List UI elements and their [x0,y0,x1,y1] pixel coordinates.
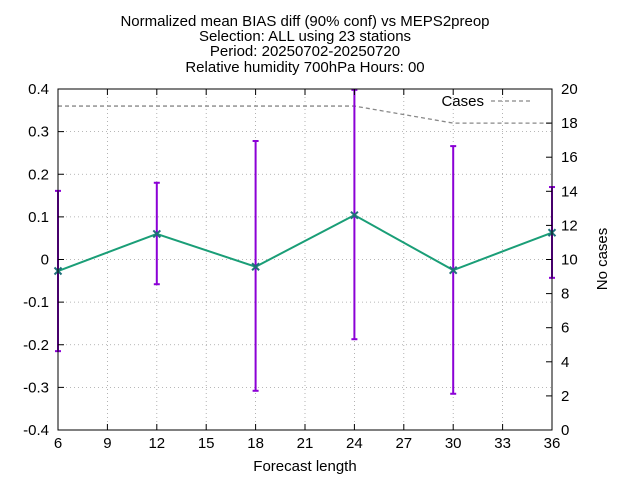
y2-tick-label: 8 [561,286,569,303]
title-line-2: Selection: ALL using 23 stations [199,28,411,45]
y2-tick-label: 4 [561,354,569,371]
title-line-1: Normalized mean BIAS diff (90% conf) vs … [120,13,489,30]
chart-title: Normalized mean BIAS diff (90% conf) vs … [120,13,489,76]
x-tick-label: 27 [395,435,412,452]
bias-point [350,210,359,220]
y2-tick-label: 20 [561,81,578,98]
x-tick-label: 6 [54,435,62,452]
y2-axis-label: No cases [594,228,611,291]
plot-frame [57,88,553,431]
y-tick-label: -0.2 [23,337,49,354]
x-tick-label: 9 [103,435,111,452]
x-tick-label: 30 [445,435,462,452]
title-line-3: Period: 20250702-20250720 [210,43,400,60]
y-tick-label: -0.3 [23,379,49,396]
x-tick-label: 12 [148,435,165,452]
x-tick-label: 15 [198,435,215,452]
bias-point [251,262,260,271]
y2-tick-label: 16 [561,149,578,166]
series-layer [53,88,557,395]
title-line-4: Relative humidity 700hPa Hours: 00 [185,59,424,76]
y2-tick-label: 14 [561,183,578,200]
legend: Cases [441,93,530,110]
y2-tick-label: 0 [561,422,569,439]
bias-point [448,265,458,275]
y2-tick-label: 12 [561,217,578,234]
y-tick-label: 0.1 [28,209,49,226]
bias-series-line [57,214,553,272]
legend-label-cases: Cases [441,93,484,110]
y2-tick-label: 10 [561,252,578,269]
y2-tick-label: 2 [561,388,569,405]
y2-tick-label: 18 [561,115,578,132]
y-tick-label: 0.3 [28,124,49,141]
x-tick-label: 21 [297,435,314,452]
y-tick-label: 0.4 [28,81,49,98]
y-tick-label: 0.2 [28,166,49,183]
x-tick-label: 24 [346,435,363,452]
x-tick-label: 18 [247,435,264,452]
y-tick-label: -0.1 [23,294,49,311]
y2-tick-label: 6 [561,320,569,337]
y-tick-label: 0 [41,252,49,269]
cases-series-line [58,105,552,124]
x-tick-label: 36 [544,435,561,452]
bias-point [152,229,162,239]
x-axis-label: Forecast length [253,458,356,475]
y-tick-label: -0.4 [23,422,49,439]
grid [58,89,552,430]
x-tick-label: 33 [494,435,511,452]
tick-layer: 6 9 12 15 18 21 24 27 30 33 36-0.4-0.3-0.2-0.100.1… [23,81,578,452]
